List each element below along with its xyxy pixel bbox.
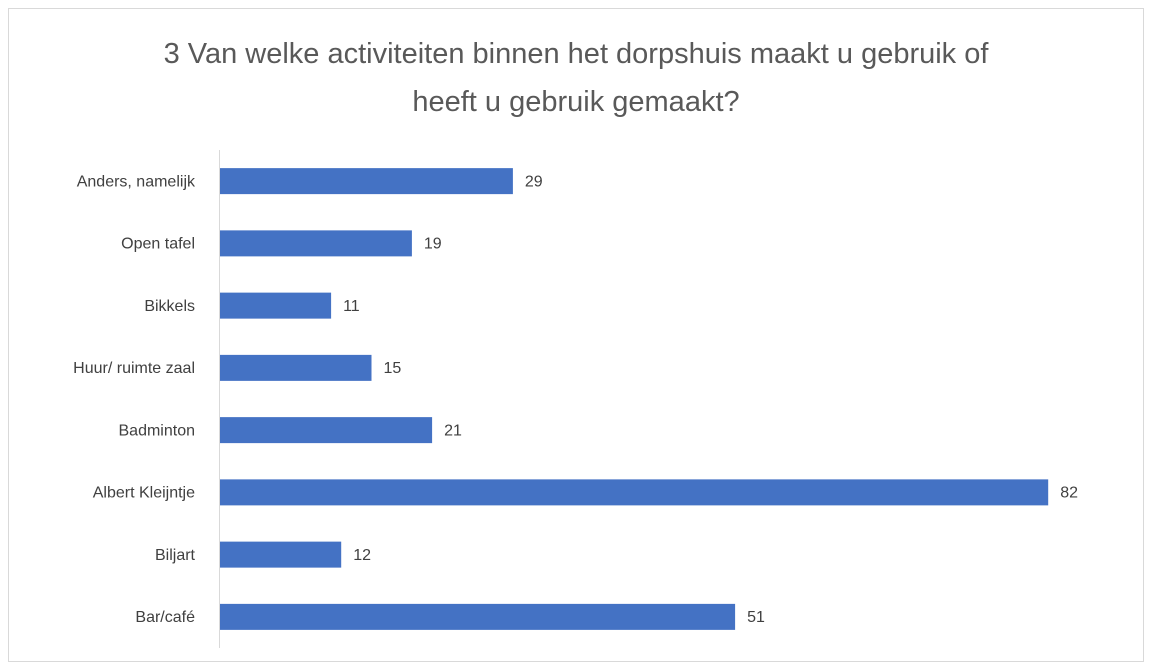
data-label: 51 [747, 609, 765, 626]
data-label: 15 [384, 360, 402, 377]
y-tick-label: Anders, namelijk [77, 173, 196, 190]
y-tick-label: Albert Kleijntje [93, 485, 195, 502]
data-label: 21 [444, 422, 462, 439]
bar [220, 168, 513, 195]
data-label: 82 [1060, 485, 1078, 502]
chart-title: 3 Van welke activiteiten binnen het dorp… [163, 38, 989, 118]
chart-frame [8, 8, 1144, 662]
data-label: 12 [353, 547, 371, 564]
y-tick-label: Huur/ ruimte zaal [73, 360, 195, 377]
data-label: 11 [343, 298, 360, 315]
bar [220, 417, 433, 444]
y-tick-label: Open tafel [121, 236, 195, 253]
data-label: 29 [525, 173, 543, 190]
bar [220, 230, 412, 257]
data-label: 19 [424, 236, 442, 253]
y-tick-label: Biljart [155, 547, 196, 564]
bar [220, 354, 372, 381]
bar [220, 479, 1049, 506]
y-tick-label: Bar/café [135, 609, 195, 626]
y-tick-label: Bikkels [144, 298, 195, 315]
bar [220, 603, 736, 630]
bar [220, 292, 332, 319]
bar [220, 541, 342, 568]
y-tick-label: Badminton [119, 422, 196, 439]
